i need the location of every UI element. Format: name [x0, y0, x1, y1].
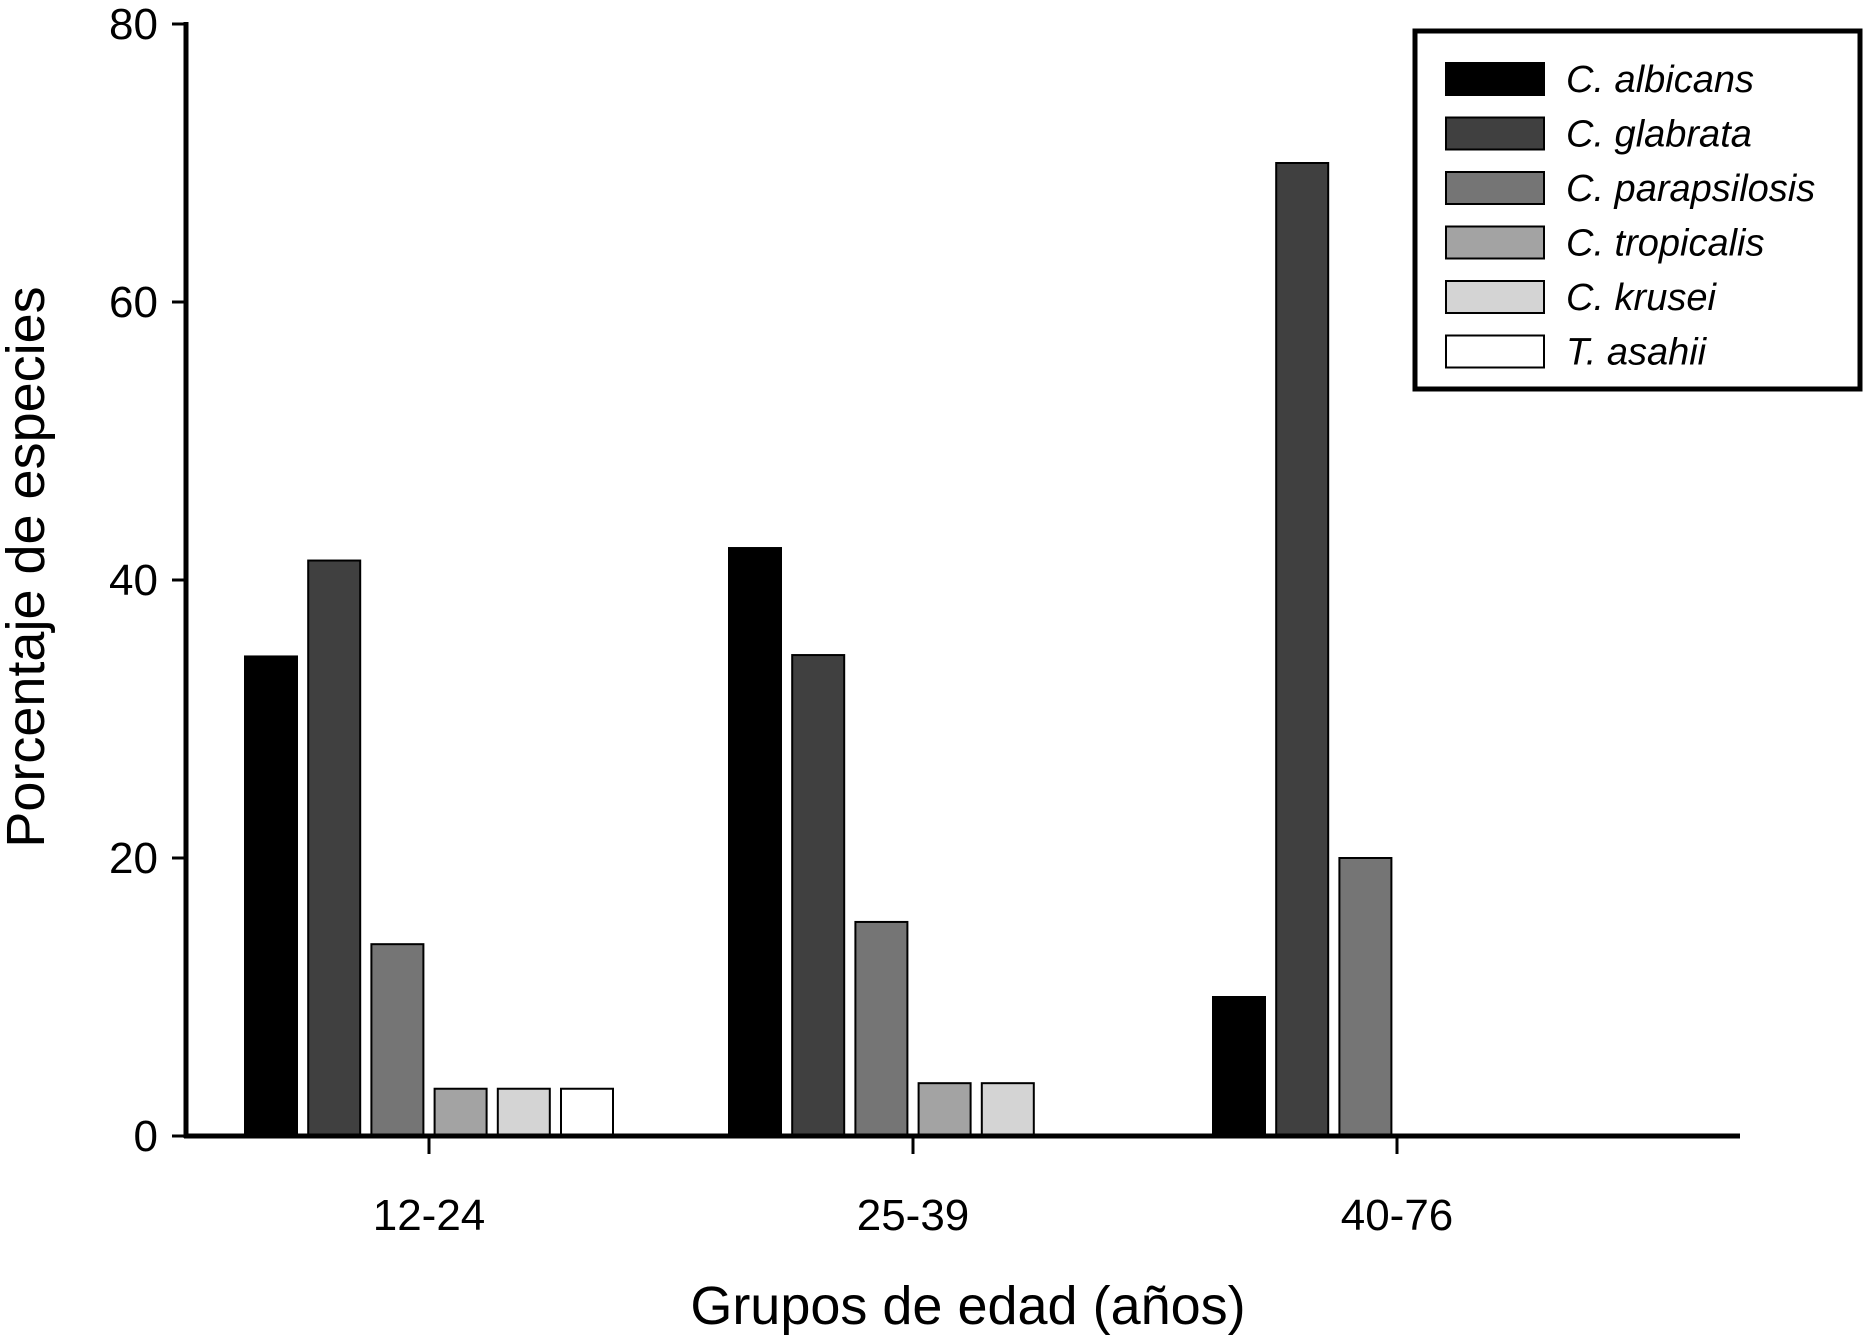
bar-12-24-c-albicans [244, 655, 298, 1137]
bars-layer [244, 162, 1393, 1138]
legend-label-5: T. asahii [1566, 332, 1708, 374]
y-tick-label-80: 80 [109, 0, 158, 49]
bar-12-24-c-krusei [496, 1087, 551, 1137]
legend-label-1: C. glabrata [1566, 114, 1752, 156]
legend-label-3: C. tropicalis [1566, 223, 1765, 265]
x-tick-label-40-76: 40-76 [1341, 1191, 1454, 1240]
y-tick-label-60: 60 [109, 278, 158, 327]
legend-label-2: C. parapsilosis [1566, 168, 1815, 210]
legend-label-0: C. albicans [1566, 59, 1754, 101]
bar-25-39-c-glabrata [791, 654, 846, 1137]
y-tick-label-20: 20 [109, 834, 158, 883]
legend-swatch-3 [1445, 225, 1545, 260]
x-tick-label-12-24: 12-24 [373, 1191, 486, 1240]
legend-box [1412, 28, 1863, 392]
bar-12-24-c-tropicalis [433, 1087, 488, 1137]
legend-swatch-1 [1445, 116, 1545, 151]
legend-swatch-0 [1445, 62, 1545, 96]
bar-40-76-c-albicans [1212, 996, 1266, 1137]
bar-25-39-c-albicans [728, 547, 782, 1137]
legend-swatch-2 [1445, 171, 1545, 205]
bar-12-24-t-asahii [560, 1087, 614, 1137]
y-tick-label-0: 0 [134, 1112, 158, 1161]
legend-swatch-4 [1445, 280, 1545, 314]
legend-label-4: C. krusei [1566, 277, 1717, 319]
x-tick-label-25-39: 25-39 [857, 1191, 970, 1240]
y-axis-title: Porcentaje de especies [0, 286, 56, 847]
bar-40-76-c-glabrata [1275, 162, 1330, 1137]
bar-25-39-c-parapsilosis [854, 920, 909, 1137]
bar-25-39-c-krusei [980, 1082, 1035, 1138]
bar-12-24-c-parapsilosis [370, 943, 425, 1137]
bar-12-24-c-glabrata [307, 559, 362, 1137]
x-axis-title: Grupos de edad (años) [690, 1276, 1245, 1336]
y-tick-label-40: 40 [109, 556, 158, 605]
legend: C. albicans C. glabrata C. parapsilosis C. … [1412, 28, 1863, 392]
axes-layer: 0 20 40 60 80 12-24 25-39 40-76 [109, 0, 1740, 1240]
bar-25-39-c-tropicalis [917, 1082, 972, 1138]
legend-swatch-5 [1445, 334, 1545, 369]
bar-40-76-c-parapsilosis [1338, 857, 1393, 1137]
